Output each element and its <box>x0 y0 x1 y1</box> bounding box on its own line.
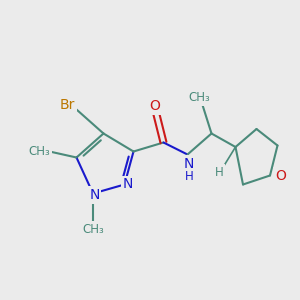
Text: H: H <box>184 169 194 183</box>
Text: O: O <box>275 169 286 182</box>
Text: H: H <box>214 166 224 179</box>
Text: N: N <box>184 157 194 171</box>
Text: O: O <box>149 100 160 113</box>
Text: CH₃: CH₃ <box>28 145 50 158</box>
Text: CH₃: CH₃ <box>82 223 104 236</box>
Text: CH₃: CH₃ <box>189 91 210 104</box>
Text: Br: Br <box>60 98 75 112</box>
Text: N: N <box>123 178 133 191</box>
Text: N: N <box>89 188 100 202</box>
